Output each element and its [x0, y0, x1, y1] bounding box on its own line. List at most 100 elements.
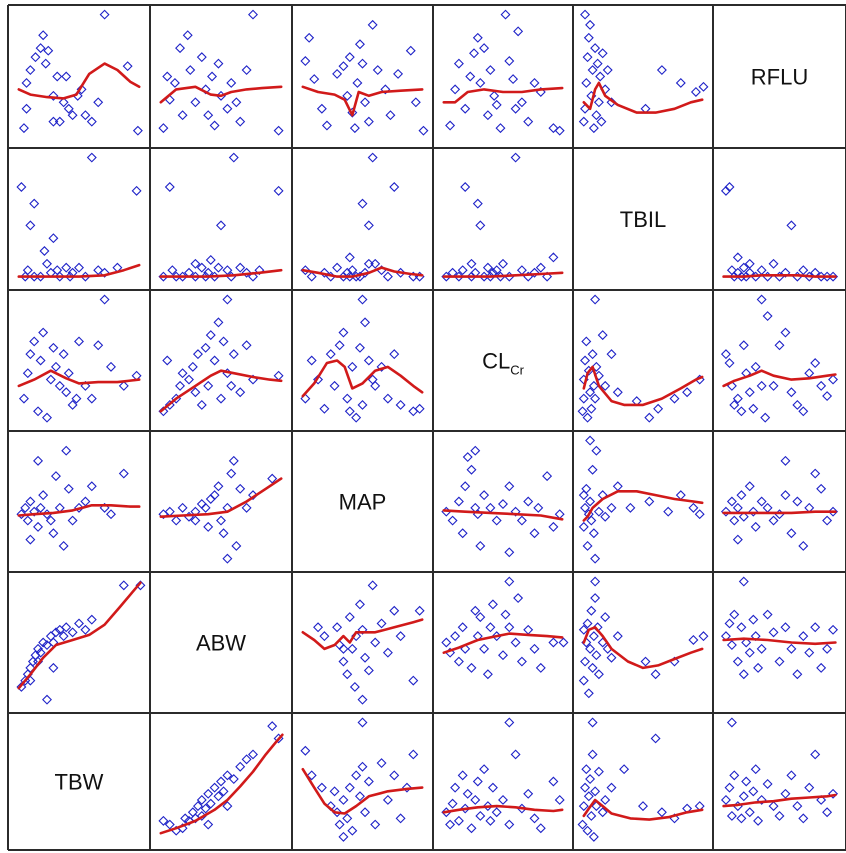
data-point — [600, 511, 611, 522]
data-point — [376, 361, 387, 372]
data-point — [577, 819, 588, 830]
data-point — [780, 490, 791, 501]
data-point — [542, 271, 553, 282]
data-point — [816, 794, 827, 805]
smoother-line — [159, 477, 283, 519]
data-point — [720, 349, 731, 360]
data-point — [504, 481, 515, 492]
data-point — [332, 262, 343, 273]
data-point — [169, 77, 180, 88]
data-point — [462, 788, 473, 799]
data-point — [382, 271, 393, 282]
data-point — [585, 774, 596, 785]
data-point — [587, 464, 598, 475]
data-point — [389, 182, 400, 192]
data-point — [780, 788, 791, 799]
data-point — [523, 624, 534, 635]
data-point — [226, 77, 237, 88]
panel-r0-c1 — [158, 9, 284, 136]
data-point — [625, 502, 636, 513]
data-point — [54, 380, 65, 391]
data-point — [357, 58, 368, 69]
data-point — [158, 271, 169, 282]
data-point — [48, 662, 59, 673]
variable-labels: RFLU TBIL CLCr MAP ABW TBW — [55, 65, 809, 795]
data-point — [750, 764, 761, 775]
data-point — [344, 612, 355, 623]
data-point — [16, 509, 27, 520]
data-point — [363, 776, 374, 787]
data-point — [798, 631, 809, 642]
data-point — [498, 258, 508, 269]
data-point — [729, 770, 740, 781]
panel-r4-c3 — [441, 576, 569, 680]
data-point — [226, 468, 237, 479]
data-point — [177, 110, 188, 121]
data-point — [25, 534, 36, 545]
data-point — [306, 355, 317, 366]
data-point — [367, 152, 378, 163]
data-point — [729, 271, 740, 282]
data-point — [231, 540, 242, 551]
data-point — [235, 761, 246, 772]
data-point — [200, 342, 211, 353]
data-point — [500, 9, 511, 20]
data-point — [267, 473, 278, 484]
data-point — [67, 110, 78, 121]
panel-r3-c4 — [578, 435, 705, 564]
data-point — [342, 90, 353, 101]
data-point — [61, 262, 72, 273]
data-point — [606, 349, 617, 360]
smoother-line — [17, 503, 141, 517]
data-point — [33, 455, 44, 466]
data-point — [190, 271, 201, 282]
data-point — [216, 515, 226, 526]
smoother-line — [159, 369, 283, 413]
data-point — [756, 380, 767, 391]
data-point — [389, 605, 400, 616]
data-point — [52, 71, 63, 82]
data-point — [99, 9, 110, 20]
panel-r2-c4 — [577, 294, 705, 423]
data-point — [548, 776, 559, 787]
data-point — [48, 528, 59, 539]
panel-r3-c3 — [441, 445, 565, 558]
data-point — [38, 30, 49, 41]
data-point — [203, 110, 214, 121]
data-point — [756, 794, 767, 805]
data-point — [347, 825, 358, 836]
data-point — [74, 618, 84, 629]
data-point — [360, 97, 371, 108]
data-point — [218, 786, 229, 797]
data-point — [587, 349, 598, 360]
data-point — [738, 791, 749, 802]
data-point — [241, 502, 252, 513]
data-point — [729, 399, 740, 410]
data-point — [42, 694, 52, 705]
data-point — [466, 464, 477, 475]
data-point — [118, 380, 129, 391]
panel-r4-c2 — [301, 580, 425, 705]
data-point — [516, 265, 527, 276]
data-point — [698, 631, 709, 642]
data-point — [586, 515, 597, 526]
data-point — [367, 580, 378, 591]
data-point — [25, 65, 36, 76]
data-point — [587, 717, 598, 728]
data-point — [640, 656, 651, 667]
data-point — [218, 528, 229, 539]
data-point — [33, 521, 44, 532]
data-point — [748, 786, 759, 797]
data-point — [218, 336, 229, 347]
data-point — [460, 103, 471, 114]
data-point — [580, 656, 591, 667]
data-point — [479, 764, 490, 775]
data-point — [376, 618, 387, 629]
panel-r2-c0 — [17, 294, 142, 423]
data-point — [756, 643, 767, 654]
data-point — [332, 622, 343, 633]
data-point — [222, 294, 233, 305]
variable-label: TBW — [55, 770, 104, 795]
data-point — [593, 506, 604, 517]
data-point — [357, 717, 368, 728]
